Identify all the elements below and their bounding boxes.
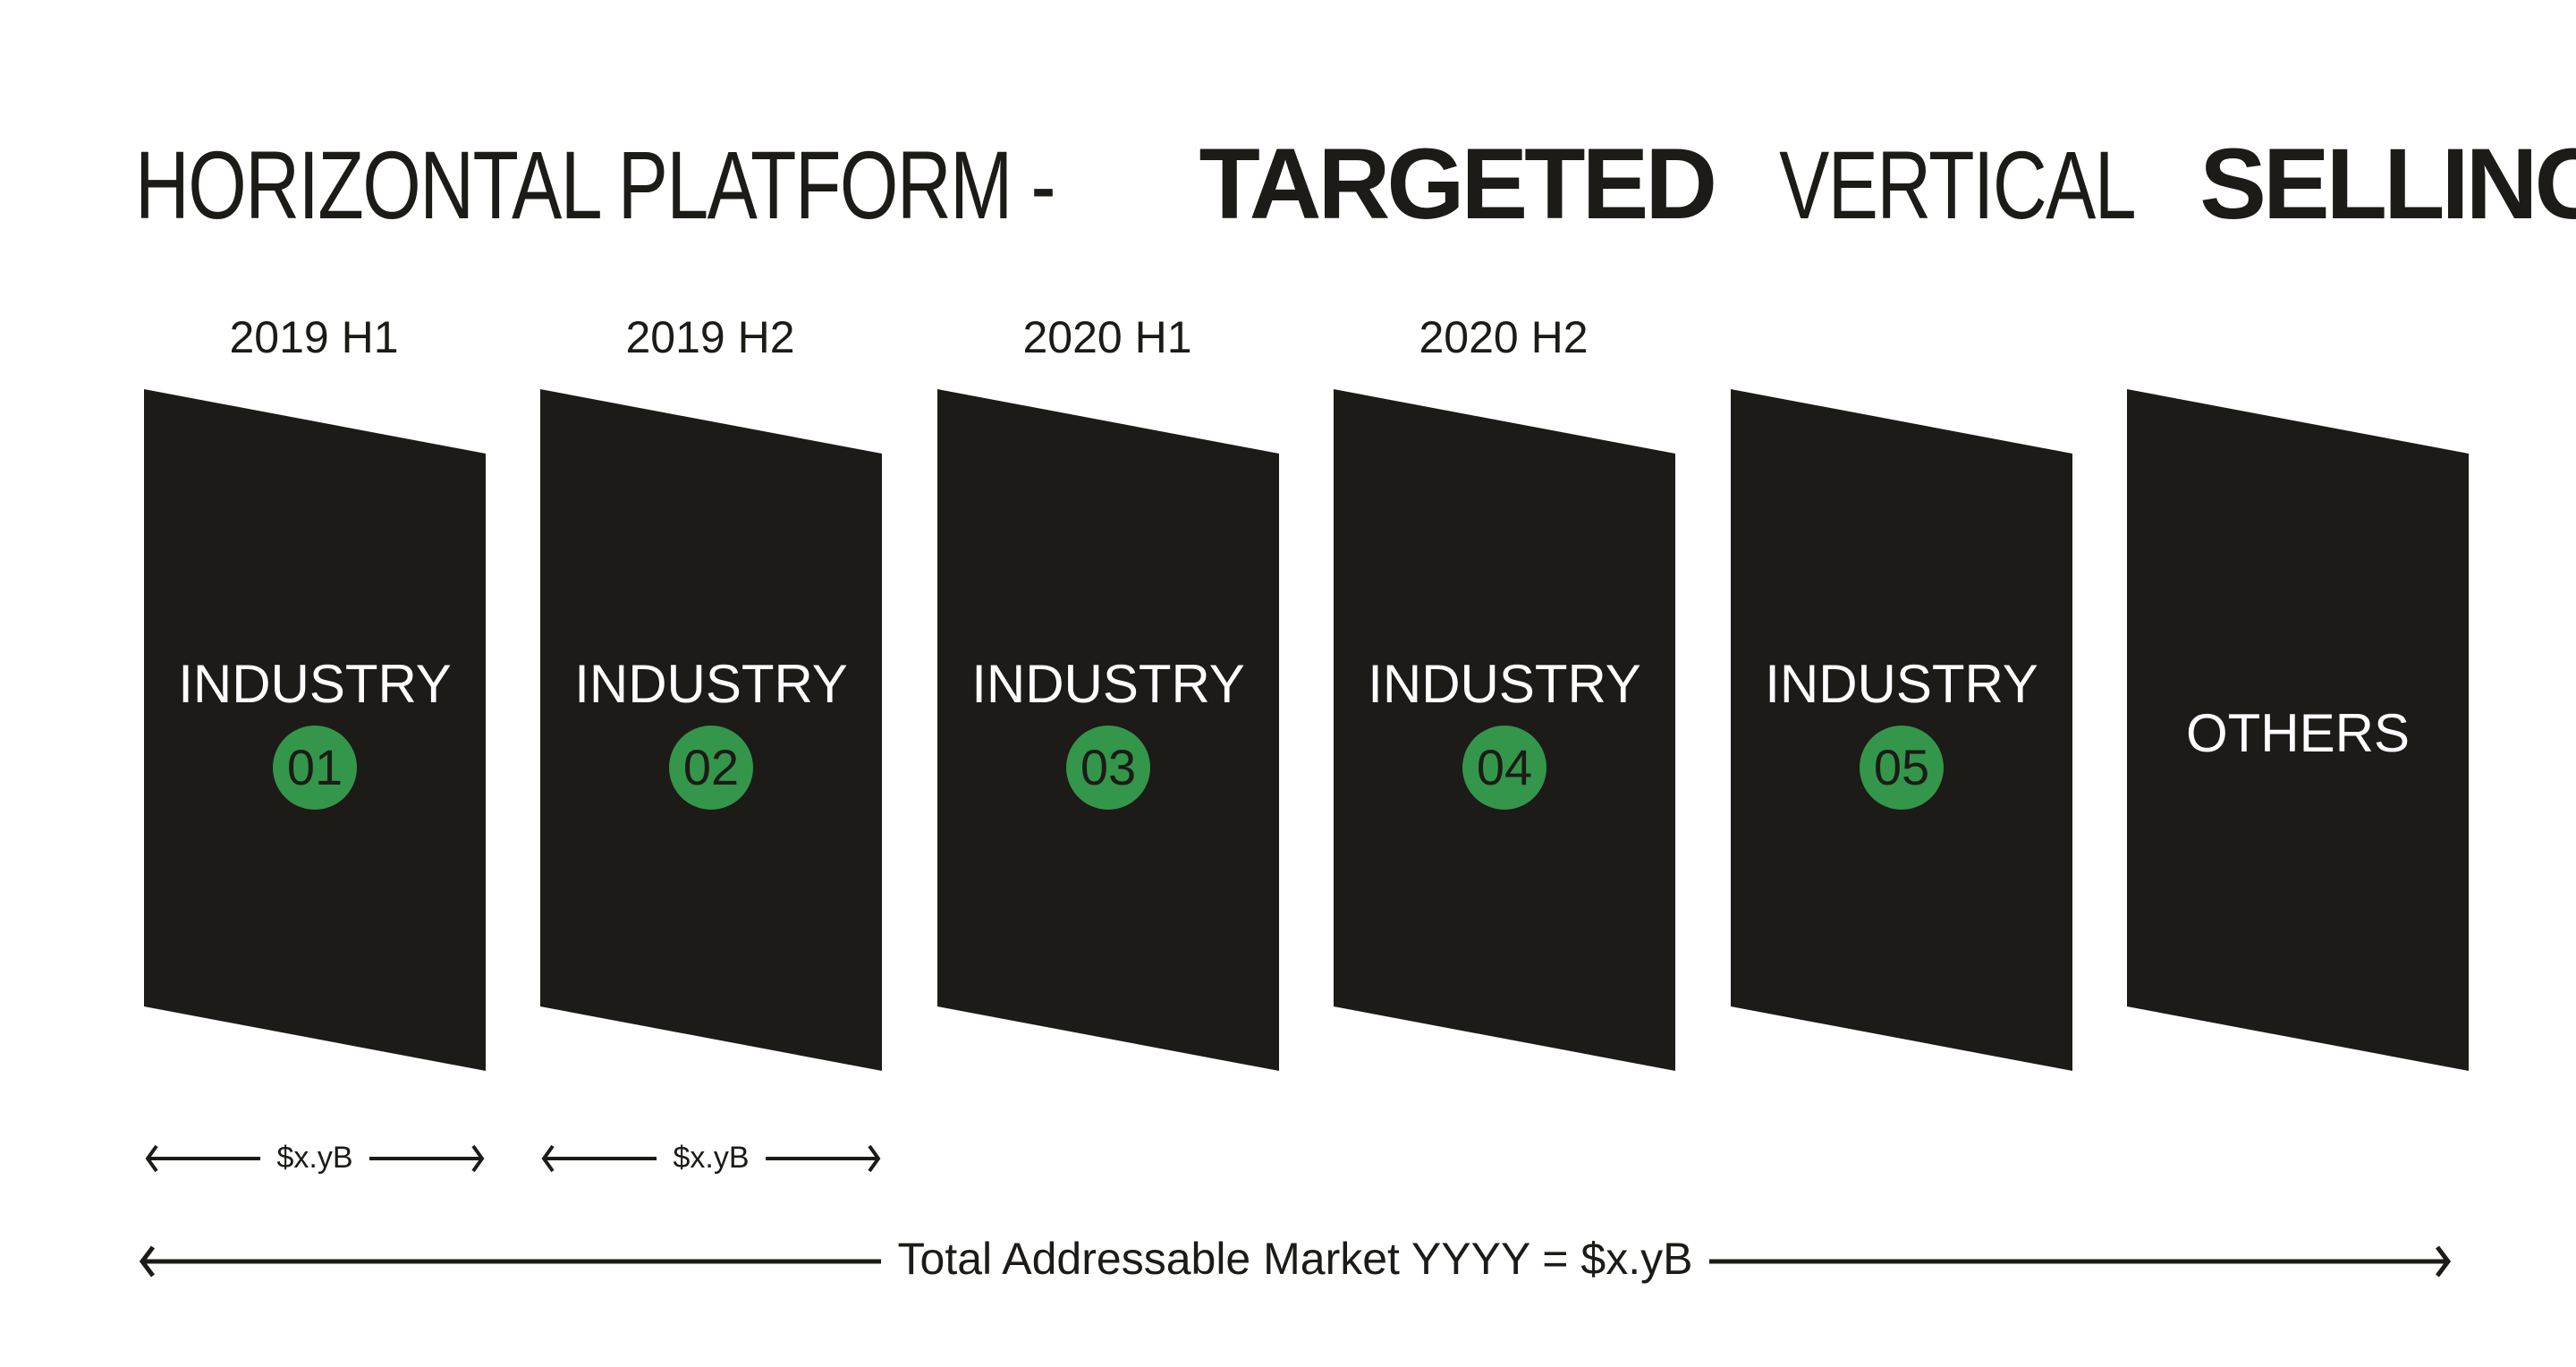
others-panel: OTHERS [2127,389,2469,1071]
title-part-horizontal-platform: HORIZONTAL PLATFORM - [134,131,1056,239]
industry-panel-3: INDUSTRY 03 [937,389,1279,1071]
panel-label: OTHERS [2185,703,2411,763]
segment-market-arrow-2: $x.yB [540,1132,882,1185]
panel-label: INDUSTRY [1368,654,1641,714]
industry-number-badge: 04 [1462,726,1546,810]
panel-label: INDUSTRY [1765,654,2038,714]
industry-panel-4: INDUSTRY 04 [1334,389,1675,1071]
panel-label: INDUSTRY [574,654,848,714]
period-label-1: 2019 H1 [229,312,399,362]
segment-market-arrow-1: $x.yB [144,1132,486,1185]
period-label-3: 2020 H1 [1022,312,1192,362]
segment-market-value: $x.yB [673,1141,750,1175]
title-part-selling: SELLING [2199,128,2576,240]
industry-number-badge: 01 [273,726,357,810]
segment-market-value: $x.yB [276,1141,353,1175]
double-arrow-icon [139,1245,2452,1278]
double-arrow-icon [541,1144,881,1173]
panel-shape [2127,389,2469,1071]
period-label-4: 2020 H2 [1419,312,1589,362]
industry-panel-1: INDUSTRY 01 [144,389,486,1071]
panel-label: INDUSTRY [178,654,452,714]
double-arrow-icon [145,1144,485,1173]
industry-number-badge: 05 [1860,726,1944,810]
panel-label: INDUSTRY [971,654,1245,714]
title-part-vertical: VERTICAL [1778,131,2137,239]
industry-panel-5: INDUSTRY 05 [1731,389,2072,1071]
industry-panel-2: INDUSTRY 02 [540,389,882,1071]
total-market-arrow: Total Addressable Market YYYY = $x.yB [139,1226,2452,1297]
industry-number-badge: 03 [1066,726,1150,810]
page-title: HORIZONTAL PLATFORM - TARGETED VERTICAL … [0,134,2576,234]
industry-number-badge: 02 [669,726,753,810]
period-label-2: 2019 H2 [625,312,795,362]
total-market-label: Total Addressable Market YYYY = $x.yB [897,1234,1693,1284]
title-part-targeted: TARGETED [1199,128,1717,240]
